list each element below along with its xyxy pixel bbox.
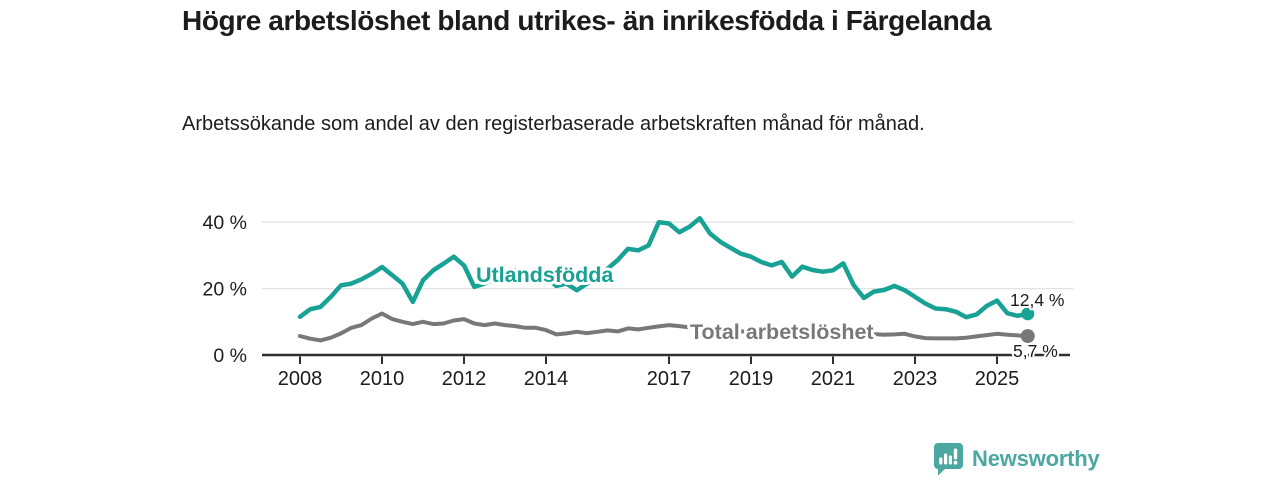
series-label-1: Total arbetslöshet [690, 320, 874, 344]
x-tick-label: 2010 [360, 368, 405, 390]
y-tick-label: 0 % [213, 345, 247, 367]
page-title: Högre arbetslöshet bland utrikes- än inr… [182, 5, 992, 36]
series-line-1 [298, 311, 1030, 343]
chart-labels-group: Utlandsfödda 12,4 % Total arbetslöshet 5,7 … [473, 260, 1066, 363]
x-tick-label: 2012 [442, 368, 487, 390]
newsworthy-logo-text: Newsworthy [972, 446, 1100, 471]
x-tick-label: 2023 [893, 368, 938, 390]
y-tick-label: 20 % [203, 279, 247, 301]
x-tick-label: 2017 [647, 368, 692, 390]
series-end-value-0: 12,4 % [1010, 290, 1064, 310]
x-tick-label: 2014 [524, 368, 569, 390]
x-axis-group: 2008 2010 2012 2014 2017 2019 2021 2023 2025 [262, 353, 1070, 390]
series-end-dot-1 [1020, 329, 1035, 344]
series-group [297, 215, 1035, 344]
chart-subtitle: Arbetssökande som andel av den registerb… [182, 113, 925, 135]
x-tick-label: 2021 [811, 368, 856, 390]
logo-exclamation-dot [953, 460, 958, 465]
x-tick-label: 2025 [975, 368, 1020, 390]
y-tick-label: 40 % [203, 212, 247, 234]
x-tick-label: 2019 [729, 368, 774, 390]
series-line-0 [297, 215, 1031, 320]
newsworthy-logo-icon [934, 443, 963, 476]
logo-bar-3 [948, 455, 952, 465]
logo-exclamation-bar [953, 448, 958, 460]
x-tick-label: 2008 [278, 368, 323, 390]
logo-bar-2 [944, 453, 948, 465]
gridlines-group: 0 % 20 % 40 % [203, 212, 1073, 367]
series-end-dot-0 [1021, 307, 1035, 321]
series-end-value-1: 5,7 % [1013, 341, 1058, 361]
series-label-0: Utlandsfödda [476, 263, 614, 287]
logo-bar-1 [939, 457, 943, 465]
newsworthy-logo: Newsworthy [933, 442, 1100, 476]
